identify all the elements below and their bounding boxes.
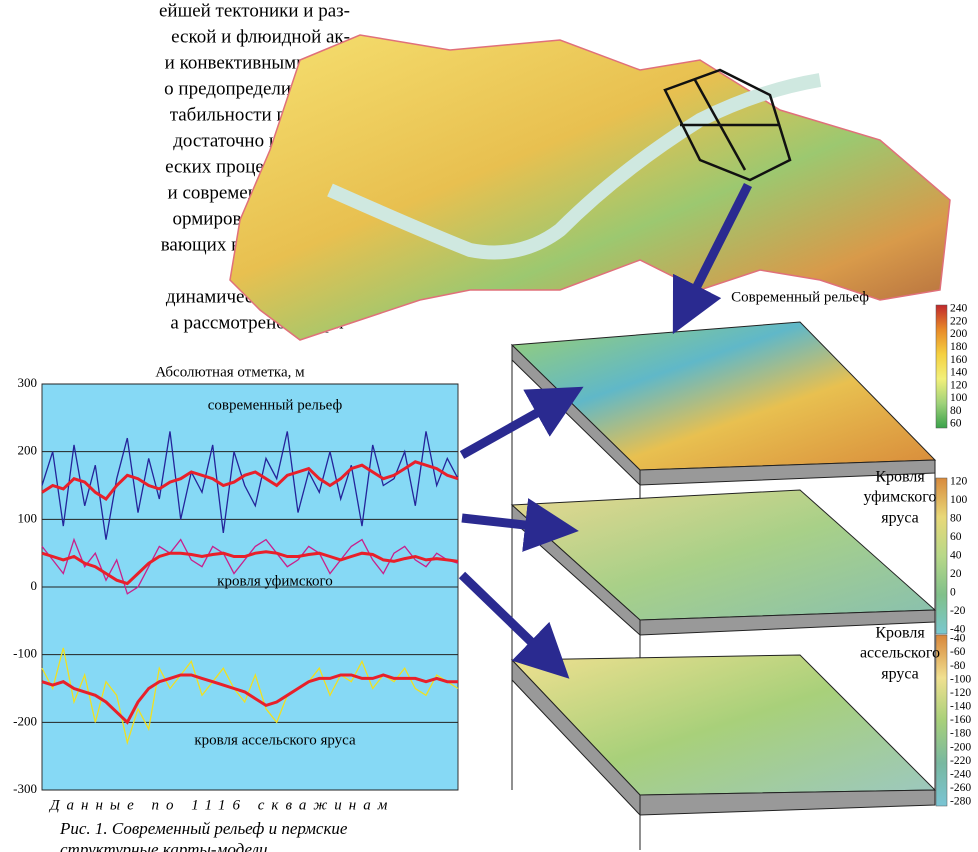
series-annotation: кровля ассельского яруса [194, 732, 356, 748]
y-tick-label: 300 [18, 375, 38, 390]
scale-title: уфимского [864, 489, 937, 506]
scale-tick-label: -280 [950, 796, 971, 808]
color-scales: Современный рельеф2402202001801601401201… [731, 289, 971, 807]
scale-title: Кровля [875, 469, 925, 486]
series-annotation: современный рельеф [208, 397, 343, 413]
color-bar [935, 304, 948, 429]
scale-tick-label: -260 [950, 782, 971, 794]
y-tick-label: -200 [13, 713, 37, 728]
x-axis-label: Данные по 1116 скважинам [48, 797, 394, 813]
scale-tick-label: 100 [950, 494, 968, 506]
scale-tick-label: -160 [950, 714, 971, 726]
scale-tick-label: -80 [950, 660, 966, 672]
scale-tick-label: 240 [950, 303, 968, 315]
scale-tick-label: -120 [950, 687, 971, 699]
scale-tick-label: -100 [950, 673, 971, 685]
scale-tick-label: 80 [950, 405, 962, 417]
scale-tick-label: -40 [950, 633, 966, 645]
scale-title: ассельского [860, 645, 940, 662]
study-area-grid [663, 68, 792, 182]
scale-tick-label: 60 [950, 531, 962, 543]
scale-tick-label: 220 [950, 315, 968, 327]
y-tick-label: -300 [13, 781, 37, 796]
scale-tick-label: 100 [950, 392, 968, 404]
scale-tick-label: -20 [950, 605, 966, 617]
scale-tick-label: -60 [950, 646, 966, 658]
scale-tick-label: 120 [950, 476, 968, 488]
y-tick-label: 0 [31, 578, 38, 593]
line-chart: Абсолютная отметка, м -300 -200 -100 0 100 200… [13, 364, 459, 813]
series-annotation: кровля уфимского [217, 573, 333, 589]
scale-title: Современный рельеф [731, 289, 869, 305]
map [229, 34, 951, 341]
scale-tick-label: 200 [950, 328, 968, 340]
data-line [41, 537, 459, 595]
text-line: еской и флюидной ак- [171, 26, 350, 47]
scale-tick-label: -140 [950, 701, 971, 713]
y-tick-label: 100 [18, 510, 38, 525]
arrows [458, 182, 753, 679]
scale-tick-label: 60 [950, 418, 962, 430]
scale-title: Кровля [875, 625, 925, 642]
scale-tick-label: 40 [950, 550, 962, 562]
scale-tick-label: -240 [950, 768, 971, 780]
scale-tick-label: 20 [950, 568, 962, 580]
y-tick-label: -100 [13, 646, 37, 661]
scale-title: яруса [881, 666, 919, 683]
scale-tick-label: 0 [950, 587, 956, 599]
caption: Рис. 1. Современный рельеф и пермские стр… [59, 819, 348, 852]
scale-tick-label: 160 [950, 354, 968, 366]
scale-tick-label: 120 [950, 379, 968, 391]
scale-tick-label: 80 [950, 513, 962, 525]
scale-tick-label: -220 [950, 755, 971, 767]
color-bar [935, 477, 948, 635]
text-line: ейшей тектоники и раз- [159, 0, 350, 21]
data-line [41, 673, 458, 725]
data-line [41, 431, 459, 540]
caption-line: структурные карты-модели. [60, 840, 272, 852]
surface-stack [510, 321, 937, 850]
scale-tick-label: 180 [950, 341, 968, 353]
color-bar [935, 634, 948, 807]
data-line [41, 460, 459, 501]
caption-line: Рис. 1. Современный рельеф и пермские [59, 819, 348, 838]
scale-tick-label: -180 [950, 728, 971, 740]
data-line [41, 550, 459, 586]
scale-title: яруса [881, 510, 919, 527]
scale-tick-label: -40 [950, 624, 966, 636]
scale-tick-label: 140 [950, 367, 968, 379]
chart-title: Абсолютная отметка, м [155, 364, 305, 380]
data-line [41, 647, 459, 746]
river [327, 73, 822, 260]
scale-tick-label: -200 [950, 741, 971, 753]
y-tick-label: 200 [18, 443, 38, 458]
